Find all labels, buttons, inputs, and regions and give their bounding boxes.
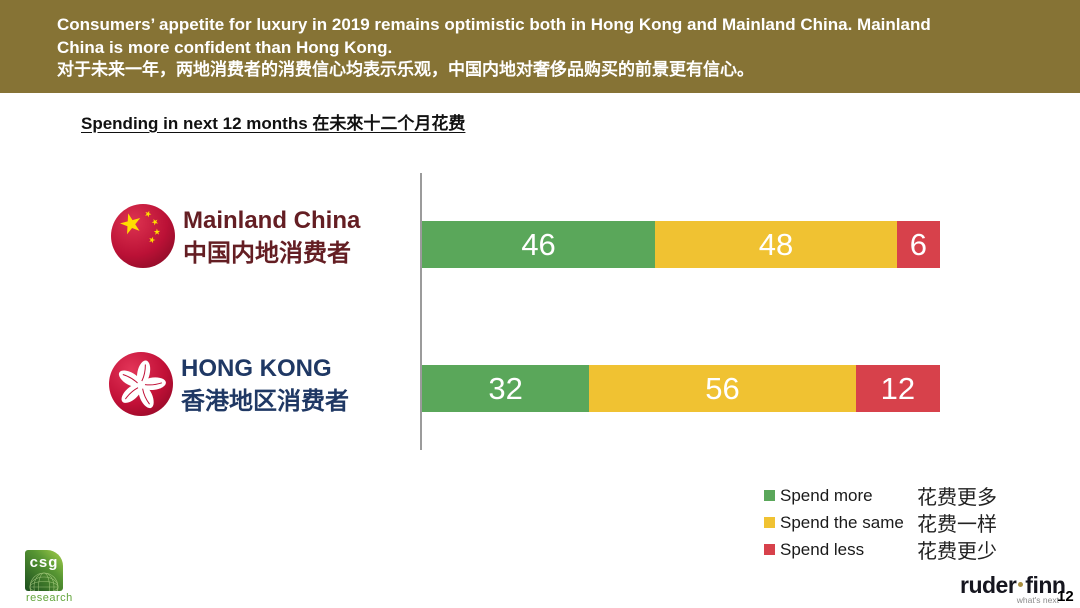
bar-value: 46 (521, 227, 556, 262)
page-number: 12 (1057, 588, 1074, 605)
row-label-mainland-china: Mainland China 中国内地消费者 (183, 204, 360, 270)
row-label-mainland-china-en: Mainland China (183, 207, 361, 234)
row-label-hong-kong: HONG KONG 香港地区消费者 (181, 352, 349, 418)
ruder-finn-wordmark: ruder finn (960, 572, 1066, 598)
bar-segment-spend-less: 6 (896, 221, 940, 268)
bar-value: 6 (909, 227, 928, 262)
ruder-finn-tagline: what's next (1016, 595, 1059, 605)
banner-line-en-1: Consumers’ appetite for luxury in 2019 r… (57, 15, 931, 34)
csg-logo-text: csg (29, 554, 59, 571)
csg-logo: csg (25, 550, 63, 591)
row-label-hong-kong-zh: 香港地区消费者 (181, 388, 349, 415)
csg-logo-subtext: research (26, 592, 73, 604)
globe-icon (29, 572, 59, 591)
legend-label-zh: 花费更少 (917, 539, 997, 563)
bar-value: 48 (758, 227, 794, 262)
legend-item-spend-more: Spend more 花费更多 (764, 482, 997, 509)
china-flag-icon (110, 203, 176, 269)
bar-mainland-china: 46 48 6 (422, 221, 940, 268)
banner-line-en-2: China is more confident than Hong Kong. (57, 37, 393, 57)
legend-label-zh: 花费更多 (917, 485, 997, 509)
legend-item-spend-same: Spend the same 花费一样 (764, 509, 997, 536)
bar-segment-spend-same: 48 (655, 221, 897, 268)
chart-title: Spending in next 12 months 在未來十二个月花费 (81, 114, 466, 133)
chart-legend: Spend more 花费更多 Spend the same 花费一样 Spen… (764, 482, 997, 563)
bar-value: 56 (705, 371, 740, 406)
banner: Consumers’ appetite for luxury in 2019 r… (0, 0, 1080, 93)
banner-line-zh: 对于未来一年，两地消费者的消费信心均表示乐观，中国内地对奢侈品购买的前景更有信心… (57, 60, 754, 79)
legend-label-en: Spend the same (780, 512, 904, 532)
bar-value: 32 (488, 371, 523, 406)
ruder-finn-dot-icon (1018, 582, 1024, 588)
bar-value: 12 (880, 371, 916, 406)
row-label-mainland-china-zh: 中国内地消费者 (183, 240, 351, 267)
bar-segment-spend-less: 12 (855, 365, 940, 412)
ruder-finn-part1: ruder (960, 572, 1017, 598)
legend-swatch-yellow (764, 517, 775, 528)
legend-label-en: Spend less (780, 539, 865, 559)
chart-axis-line (420, 173, 422, 450)
legend-swatch-green (764, 490, 775, 501)
legend-item-spend-less: Spend less 花费更少 (764, 536, 997, 563)
bar-segment-spend-same: 56 (589, 365, 856, 412)
ruder-finn-logo: ruder finn what's next (960, 572, 1066, 606)
bar-hong-kong: 32 56 12 (422, 365, 940, 412)
legend-label-en: Spend more (780, 485, 873, 505)
bar-segment-spend-more: 46 (422, 221, 656, 268)
ruder-finn-part2: finn (1025, 572, 1066, 598)
row-label-hong-kong-en: HONG KONG (181, 355, 332, 382)
bar-segment-spend-more: 32 (422, 365, 590, 412)
hong-kong-flag-icon (108, 351, 174, 417)
legend-swatch-red (764, 544, 775, 555)
legend-label-zh: 花费一样 (917, 512, 997, 536)
